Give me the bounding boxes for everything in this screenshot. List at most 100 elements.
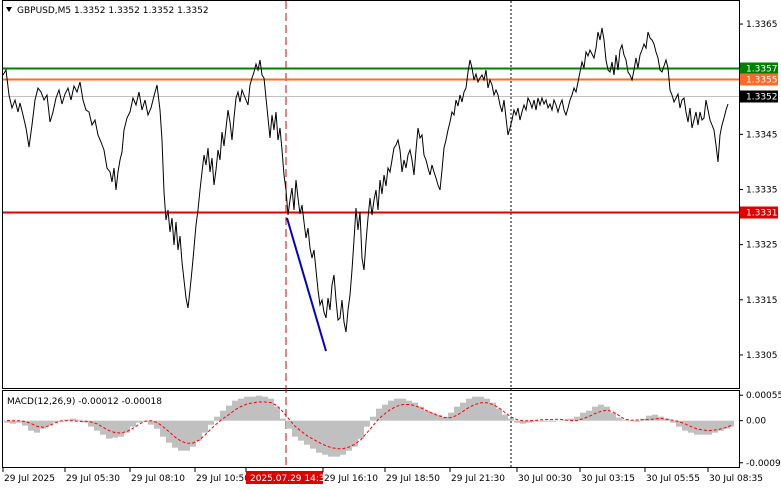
- macd-bar: [82, 420, 88, 423]
- macd-bar: [670, 420, 676, 423]
- macd-bar: [40, 420, 46, 429]
- time-highlight-tag: [246, 471, 323, 484]
- macd-bar: [502, 414, 508, 421]
- macd-bar: [442, 416, 448, 421]
- macd-bar: [520, 420, 526, 424]
- macd-bar: [106, 420, 112, 439]
- macd-bar: [346, 420, 352, 451]
- macd-axis: 0.00055 0.00 -0.00091: [739, 391, 781, 469]
- macd-bar: [136, 420, 142, 423]
- level-lines: [3, 67, 739, 214]
- macd-bar: [340, 420, 346, 455]
- macd-bar: [514, 420, 520, 423]
- macd-bar: [418, 406, 424, 421]
- macd-bar: [676, 420, 682, 427]
- time-tick-label: 29 Jul 21:30: [451, 474, 505, 484]
- macd-bar: [394, 398, 400, 421]
- macd-bar: [568, 418, 574, 421]
- macd-bar: [472, 396, 478, 421]
- macd-bar: [628, 420, 634, 422]
- macd-bar: [334, 420, 340, 457]
- macd-bar: [700, 420, 706, 435]
- main-chart-pane[interactable]: [2, 0, 740, 389]
- time-tick-label: 30 Jul 03:15: [581, 474, 635, 484]
- macd-bar: [598, 404, 604, 421]
- price-tick-label: 1.3365: [746, 20, 778, 30]
- level-tag: [740, 90, 778, 103]
- level-tag-label: 1.3355: [746, 76, 778, 86]
- macd-bar: [280, 418, 286, 421]
- macd-bar: [298, 420, 304, 441]
- macd-bar: [4, 420, 10, 423]
- macd-bar: [220, 410, 226, 421]
- macd-bar: [202, 420, 208, 433]
- macd-bar: [646, 415, 652, 421]
- macd-bar: [448, 412, 454, 421]
- macd-bar: [94, 420, 100, 431]
- macd-bar: [586, 410, 592, 421]
- macd-bar: [478, 396, 484, 421]
- macd-bar: [70, 418, 76, 421]
- macd-bar: [184, 420, 190, 451]
- macd-bar: [118, 420, 124, 437]
- time-tick-label: 29 Jul 05:30: [66, 474, 120, 484]
- macd-bar: [226, 405, 232, 421]
- time-tick-label: 30 Jul 00:30: [518, 474, 572, 484]
- level-tag: [740, 62, 778, 75]
- time-axis: 29 Jul 2025 29 Jul 05:30 29 Jul 08:10 29 Ju…: [2, 468, 763, 484]
- macd-bar: [490, 402, 496, 421]
- macd-bar: [574, 416, 580, 421]
- macd-bar: [292, 420, 298, 437]
- price-tick-label: 1.3305: [746, 351, 778, 361]
- macd-bar: [424, 410, 430, 421]
- macd-bar: [728, 420, 734, 427]
- macd-bar: [466, 398, 472, 421]
- macd-bar: [214, 416, 220, 421]
- macd-bar: [544, 420, 550, 422]
- macd-bar: [412, 402, 418, 421]
- macd-bar: [304, 420, 310, 445]
- macd-bar: [256, 395, 262, 421]
- macd-bar: [316, 420, 322, 453]
- macd-bar: [112, 420, 118, 438]
- level-tag-label: 1.3357: [746, 65, 778, 75]
- macd-bar: [196, 420, 202, 441]
- macd-bar: [496, 408, 502, 421]
- level-tag: [740, 206, 778, 219]
- macd-bar: [274, 406, 280, 421]
- macd-label: MACD(12,26,9) -0.00012 -0.00018: [7, 397, 162, 407]
- macd-bar: [100, 420, 106, 435]
- macd-tick-label: 0.00055: [746, 391, 781, 401]
- macd-bar: [124, 420, 130, 433]
- macd-bar: [268, 398, 274, 421]
- macd-bar: [154, 420, 160, 429]
- macd-bar: [364, 420, 370, 427]
- macd-bar: [232, 400, 238, 421]
- macd-bar: [406, 400, 412, 421]
- macd-bar: [526, 420, 532, 423]
- macd-bar: [580, 412, 586, 421]
- macd-bar: [352, 420, 358, 447]
- macd-bar: [436, 414, 442, 421]
- macd-bar: [694, 420, 700, 435]
- triangle-down-icon[interactable]: [6, 7, 12, 12]
- macd-bar: [46, 420, 52, 426]
- macd-bar: [16, 420, 22, 423]
- macd-bar: [532, 420, 538, 422]
- macd-bar: [682, 420, 688, 431]
- macd-bar: [604, 406, 610, 421]
- macd-bar: [652, 414, 658, 421]
- time-tick-label: 30 Jul 08:35: [709, 474, 763, 484]
- macd-bar: [484, 398, 490, 421]
- macd-bar: [10, 420, 16, 424]
- macd-bar: [28, 420, 34, 431]
- macd-bar: [430, 412, 436, 421]
- macd-bar: [718, 420, 724, 431]
- time-tick-label: 2025.07.29 14:35: [250, 474, 330, 484]
- price-tick-label: 1.3345: [746, 130, 778, 140]
- time-tick-label: 29 Jul 16:10: [324, 474, 378, 484]
- macd-bar: [706, 420, 712, 435]
- macd-bar: [166, 420, 172, 443]
